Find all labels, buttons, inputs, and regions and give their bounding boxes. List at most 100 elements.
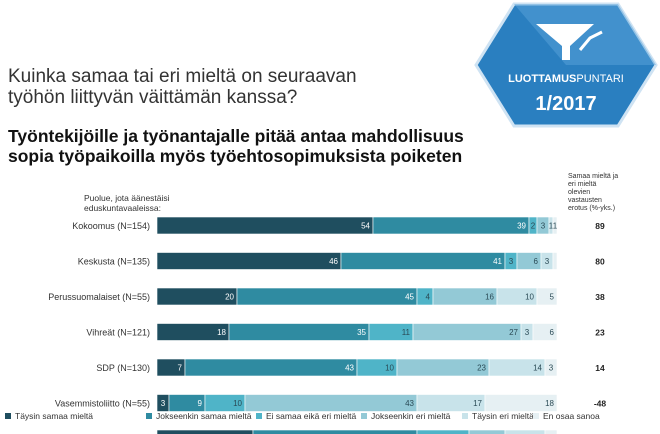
bar-segment (484, 394, 558, 412)
data-label: 2 (531, 222, 536, 231)
funnel-logo-icon (536, 24, 603, 60)
question-title-line1: Kuinka samaa tai eri mieltä on seuraavan (8, 66, 357, 87)
bar-segment (156, 252, 342, 270)
category-label: SDP (N=130) (96, 363, 150, 373)
bar-segment (552, 252, 558, 270)
data-label: 43 (405, 399, 414, 408)
data-label: 4 (426, 293, 431, 302)
bar-segment (544, 429, 558, 434)
data-label: 20 (225, 293, 234, 302)
legend-swatch (462, 413, 468, 419)
data-label: 17 (473, 399, 482, 408)
bar-segment (416, 287, 434, 306)
data-label: 46 (329, 257, 338, 266)
bar-segment (396, 358, 490, 377)
data-label: 18 (545, 399, 554, 408)
data-label: 10 (525, 293, 534, 302)
bar-segment (368, 323, 414, 341)
bar-segment (236, 287, 418, 306)
difference-value: 89 (595, 221, 605, 231)
difference-value: 38 (595, 292, 605, 302)
legend-label: Täysin eri mieltä (472, 411, 534, 421)
difference-value: -48 (594, 399, 607, 409)
bar-segment (156, 216, 374, 235)
bar-segment (504, 429, 546, 434)
badge-issue: 1/2017 (535, 93, 596, 115)
party-axis-label: Puolue, jota äänestäisi eduskuntavaaleis… (84, 193, 170, 213)
data-label: 6 (534, 257, 539, 266)
data-label: 23 (477, 364, 486, 373)
data-label: 3 (525, 328, 530, 337)
data-label: 18 (217, 328, 226, 337)
data-label: 27 (509, 328, 518, 337)
bar-segment (496, 287, 538, 306)
data-label: 14 (533, 364, 542, 373)
legend-swatch (256, 413, 262, 419)
bar-segment (544, 358, 558, 377)
data-label: 16 (485, 293, 494, 302)
category-label: Vihreät (N=121) (86, 328, 150, 338)
bar-segment (156, 287, 238, 306)
bar-segment (536, 287, 558, 306)
legend-label: Jokseenkin samaa mieltä (156, 411, 252, 421)
statement-line1: Työntekijöille ja työnantajalle pitää an… (8, 126, 464, 146)
question-title-line2: työhön liittyvän väittämän kanssa? (8, 87, 298, 108)
legend-label: En osaa sanoa (543, 411, 600, 421)
data-label: 43 (345, 364, 354, 373)
bar-segment (252, 429, 418, 434)
bar-segment (416, 394, 486, 412)
bar-segment (528, 216, 538, 235)
difference-value: 80 (595, 257, 605, 267)
legend-swatch (361, 413, 367, 419)
bar-segment (488, 358, 546, 377)
party-axis-label-line2: eduskuntavaaleissa: (84, 203, 162, 213)
bar-segment (540, 252, 554, 270)
data-label: 3 (161, 399, 166, 408)
bar-segment (432, 287, 498, 306)
bar-segment (468, 429, 506, 434)
bar-segment (340, 252, 506, 270)
bar-segment (548, 216, 554, 235)
bar-segment (532, 323, 558, 341)
bar-segment (552, 216, 558, 235)
data-label: 35 (357, 328, 366, 337)
data-label: 1 (549, 222, 554, 231)
legend-swatch (5, 413, 11, 419)
data-label: 54 (361, 222, 370, 231)
category-label: Keskusta (N=135) (78, 257, 150, 267)
bar-segment (416, 429, 470, 434)
bar-segment (156, 358, 186, 377)
data-label: 9 (198, 399, 203, 408)
data-label: 3 (545, 257, 550, 266)
difference-header-line: erotus (%-yks.) (568, 205, 616, 212)
data-label: 3 (541, 222, 546, 231)
bar-segment (412, 323, 522, 341)
bar-segment (156, 323, 230, 341)
difference-value: 14 (595, 363, 605, 373)
bar-segment (184, 358, 358, 377)
bar-segment (228, 323, 370, 341)
badge-brand: LUOTTAMUSPUNTARI (508, 73, 624, 85)
bar-segment (536, 216, 550, 235)
bar-segment (520, 323, 534, 341)
legend-label: Täysin samaa mieltä (15, 411, 93, 421)
data-label: 41 (493, 257, 502, 266)
legend-swatch (146, 413, 152, 419)
badge-highlight (514, 4, 656, 65)
luottamuspuntari-badge: LUOTTAMUSPUNTARI 1/2017 (474, 2, 658, 128)
difference-header-line: eri mieltä (568, 181, 597, 188)
difference-header-line: olevien (568, 189, 591, 196)
bar-segment (168, 394, 206, 412)
data-label: 3 (549, 364, 554, 373)
data-label: 5 (550, 293, 555, 302)
data-label: 10 (233, 399, 242, 408)
data-label: 7 (178, 364, 183, 373)
bar-segment (504, 252, 518, 270)
bar-segment (204, 394, 246, 412)
data-label: 39 (517, 222, 526, 231)
data-label: 45 (405, 293, 414, 302)
difference-header-line: vastausten (568, 197, 602, 204)
legend-label: Ei samaa eikä eri mieltä (266, 411, 357, 421)
category-label: Kokoomus (N=154) (72, 221, 150, 231)
